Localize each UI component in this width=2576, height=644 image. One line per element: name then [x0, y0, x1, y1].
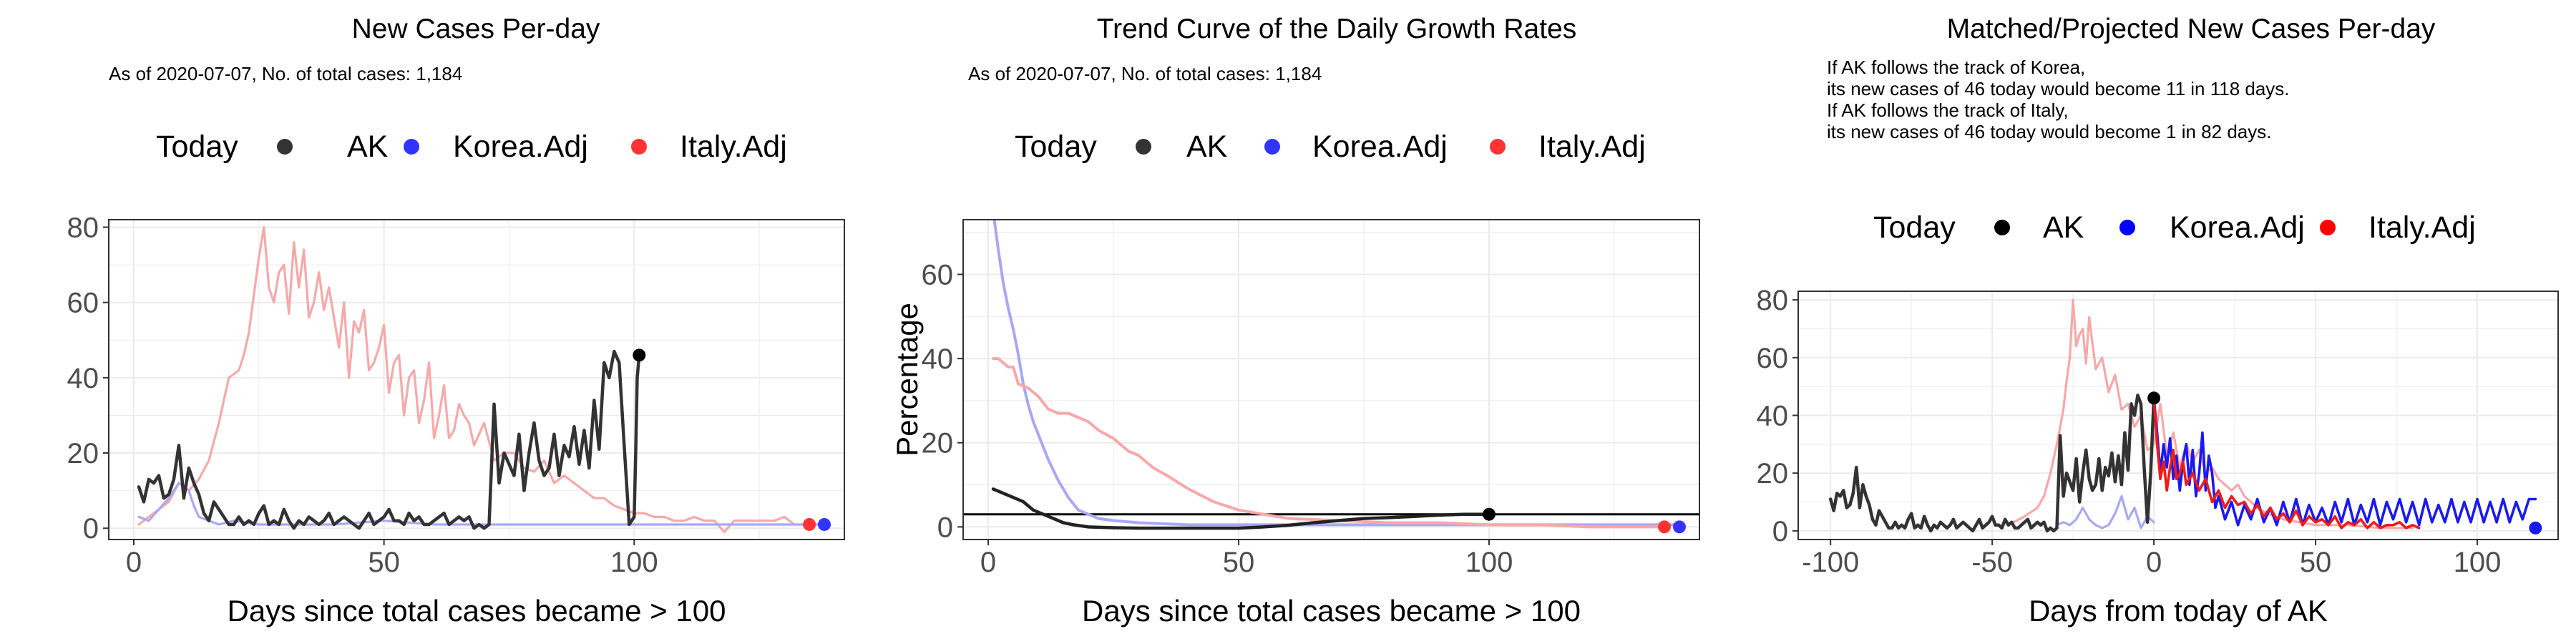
plot-border [962, 219, 1700, 540]
legend-title: Today [1015, 130, 1097, 164]
legend-key-korea-adj [1264, 139, 1280, 155]
y-tick-label: 20 [922, 428, 954, 459]
gridlines [1798, 291, 2559, 540]
axis-ticks: 0 50 100 0 20 40 60 80 [67, 213, 658, 578]
y-tick-label: 0 [83, 513, 99, 545]
y-tick-label: 20 [67, 438, 99, 469]
series-line-italy-adj [137, 225, 806, 534]
series-group [137, 225, 831, 534]
today-point-italy-adj [803, 517, 816, 531]
panel-2: Trend Curve of the Daily Growth Rates As … [890, 14, 1700, 628]
y-tick-label: 20 [1757, 458, 1789, 489]
y-tick-label: 0 [937, 512, 953, 543]
chart-subtitle: If AK follows the track of Italy, [1827, 99, 2069, 121]
legend: Today AK Korea.Adj Italy.Adj [1015, 130, 1646, 164]
today-point-korea-adj [1673, 520, 1686, 534]
legend-label: Korea.Adj [2170, 210, 2305, 245]
x-tick-label: -50 [1971, 547, 2013, 578]
chart-subtitle: As of 2020-07-07, No. of total cases: 1,… [109, 63, 462, 84]
today-point-ak [633, 348, 646, 362]
chart-subtitle: its new cases of 46 today would become 1… [1827, 121, 2271, 142]
plot-background [963, 220, 1699, 540]
y-tick-label: 60 [1757, 343, 1789, 374]
x-tick-label: 50 [2300, 547, 2332, 578]
panel-1: New Cases Per-day As of 2020-07-07, No. o… [67, 14, 845, 628]
series-line-ak [991, 487, 1491, 530]
legend-label: AK [2043, 210, 2084, 245]
chart-title: Matched/Projected New Cases Per-day [1947, 14, 2436, 44]
x-tick-label: -100 [1802, 547, 1859, 578]
x-tick-label: 0 [2146, 547, 2162, 578]
legend-key-korea-adj [2119, 220, 2135, 235]
series-line-korea-adj-projected [2152, 396, 2537, 527]
plot-border [108, 219, 845, 540]
legend-key-korea-adj [404, 139, 419, 155]
gridlines [109, 220, 844, 540]
today-point-italy-adj [1658, 520, 1671, 534]
x-axis-label: Days since total cases became > 100 [1082, 594, 1581, 628]
today-point-korea-adj [818, 517, 831, 531]
x-tick-label: 0 [126, 547, 142, 578]
x-axis-label: Days from today of AK [2029, 594, 2328, 628]
series-line-korea-adj-matched [2055, 494, 2155, 530]
x-tick-label: 100 [2454, 547, 2502, 578]
today-point-korea-adj [2529, 521, 2542, 535]
legend-title: Today [1873, 210, 1956, 245]
chart-title: New Cases Per-day [352, 14, 600, 44]
x-tick-label: 0 [980, 547, 996, 578]
series-group [963, 220, 1699, 534]
legend-label: Italy.Adj [1538, 130, 1646, 164]
y-tick-label: 80 [67, 213, 99, 244]
series-line-ak [1828, 394, 2156, 533]
chart-title: Trend Curve of the Daily Growth Rates [1097, 14, 1576, 44]
legend: Today AK Korea.Adj Italy.Adj [156, 130, 787, 164]
today-point-ak [1483, 507, 1496, 521]
legend-key-italy-adj [1490, 139, 1506, 155]
y-tick-label: 40 [67, 363, 99, 394]
legend-key-ak [1136, 139, 1151, 155]
legend-label: Korea.Adj [453, 130, 588, 164]
legend-key-ak [277, 139, 293, 155]
legend-label: AK [347, 130, 389, 164]
plot-background [109, 220, 844, 540]
y-tick-label: 0 [1772, 516, 1788, 547]
chart-subtitle: If AK follows the track of Korea, [1827, 57, 2085, 78]
y-tick-label: 40 [1757, 401, 1789, 432]
legend-label: Italy.Adj [2368, 210, 2476, 245]
y-tick-label: 60 [922, 259, 954, 291]
series-group [1828, 298, 2542, 535]
x-tick-label: 100 [610, 547, 658, 578]
legend-label: Italy.Adj [680, 130, 787, 164]
axis-ticks: 0 50 100 0 20 40 60 [922, 259, 1513, 578]
series-line-italy-adj [992, 357, 1666, 529]
legend-label: AK [1186, 130, 1228, 164]
legend-key-ak [1994, 220, 2010, 235]
y-tick-label: 80 [1757, 285, 1789, 316]
legend-title: Today [156, 130, 238, 164]
axis-ticks: -100 -50 0 50 100 0 20 40 60 80 [1757, 285, 2502, 578]
y-tick-label: 40 [922, 343, 954, 375]
y-tick-label: 60 [67, 288, 99, 319]
legend-label: Korea.Adj [1312, 130, 1448, 164]
chart-subtitle: its new cases of 46 today would become 1… [1827, 78, 2290, 99]
legend: Today AK Korea.Adj Italy.Adj [1873, 210, 2476, 245]
panel-3: Matched/Projected New Cases Per-day If AK… [1757, 14, 2559, 628]
x-tick-label: 50 [1223, 547, 1255, 578]
x-tick-label: 50 [368, 547, 400, 578]
series-line-ak [137, 349, 641, 530]
x-axis-label: Days since total cases became > 100 [228, 594, 726, 628]
x-tick-label: 100 [1465, 547, 1513, 578]
chart-subtitle: As of 2020-07-07, No. of total cases: 1,… [968, 63, 1322, 84]
y-axis-label: Percentage [890, 303, 924, 457]
series-line-italy-adj-projected [2152, 396, 2421, 530]
legend-key-italy-adj [631, 139, 647, 155]
legend-key-italy-adj [2320, 220, 2336, 235]
today-point-ak [2147, 391, 2161, 405]
